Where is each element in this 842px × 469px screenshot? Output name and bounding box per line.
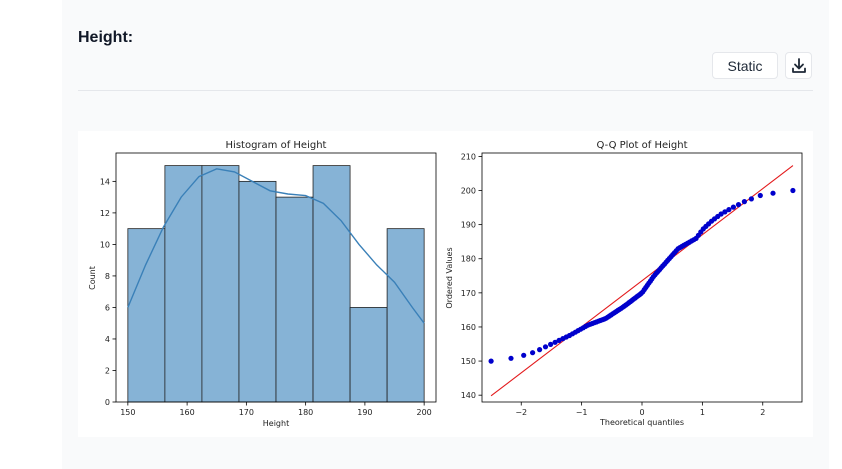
histogram-kde-line xyxy=(127,168,425,324)
download-icon xyxy=(791,57,806,73)
histogram-x-tick-label: 180 xyxy=(298,408,313,417)
qq-point xyxy=(521,352,527,358)
figure: Histogram of Height 150 160 170 180 190 200 0… xyxy=(78,131,813,437)
qq-x-tick-label: 1 xyxy=(700,408,705,417)
plot-panel: Height: Static Histogram of Height 150 16… xyxy=(62,0,829,469)
histogram-y-tick-label: 0 xyxy=(105,398,110,407)
qq-point xyxy=(508,355,514,361)
histogram-bar xyxy=(349,307,388,403)
static-button[interactable]: Static xyxy=(712,52,778,79)
qq-point xyxy=(718,211,724,217)
histogram-bar xyxy=(201,165,240,403)
qq-y-tick-label: 180 xyxy=(461,255,476,264)
qq-point xyxy=(741,199,748,205)
histogram-y-ticks: 0 2 4 6 8 10 12 14 xyxy=(100,177,116,407)
qq-point xyxy=(537,347,543,353)
histogram-y-tick-label: 14 xyxy=(100,177,110,186)
divider xyxy=(78,90,813,91)
qq-x-tick-label: −2 xyxy=(515,408,527,417)
histogram-y-tick-label: 2 xyxy=(105,366,110,375)
qq-ylabel: Ordered Values xyxy=(445,247,454,308)
histogram-y-tick-label: 12 xyxy=(100,209,110,218)
qq-point xyxy=(735,202,742,208)
qq-point xyxy=(730,204,737,210)
qq-xlabel: Theoretical quantiles xyxy=(599,418,684,427)
histogram-bars xyxy=(127,165,425,403)
histogram-bar xyxy=(127,228,166,403)
qq-y-tick-label: 210 xyxy=(461,152,476,161)
qq-point xyxy=(790,187,796,194)
qq-y-tick-label: 170 xyxy=(461,289,476,298)
histogram-frame xyxy=(115,152,437,403)
histogram-bar xyxy=(238,180,277,403)
qq-point xyxy=(726,207,732,213)
histogram-x-tick-label: 150 xyxy=(120,408,135,417)
qq-frame xyxy=(481,152,803,403)
qq-point xyxy=(757,192,763,199)
qq-points xyxy=(488,187,796,364)
qq-point xyxy=(770,190,776,196)
qq-y-tick-label: 150 xyxy=(461,357,476,366)
histogram-x-tick-label: 160 xyxy=(179,408,194,417)
qq-point xyxy=(722,209,728,215)
histogram-ylabel: Count xyxy=(88,266,97,290)
qq-point xyxy=(552,339,558,345)
histogram-y-tick-label: 10 xyxy=(100,240,110,249)
histogram-y-tick-label: 6 xyxy=(105,303,110,312)
qq-y-tick-label: 200 xyxy=(461,187,476,196)
histogram-title: Histogram of Height xyxy=(226,140,327,151)
qq-y-tick-label: 140 xyxy=(461,391,476,400)
histogram-bar xyxy=(312,165,351,403)
section-title: Height: xyxy=(78,29,134,46)
qq-x-tick-label: −1 xyxy=(576,408,588,417)
histogram-xlabel: Height xyxy=(263,419,289,428)
qq-fit-line xyxy=(490,165,794,397)
qq-chart: Q-Q Plot of Height −2 −1 0 1 2 1401501601701… xyxy=(445,140,803,427)
histogram-x-ticks: 150 160 170 180 190 200 xyxy=(120,402,432,417)
qq-point xyxy=(748,196,755,202)
qq-point xyxy=(542,344,549,350)
histogram-x-tick-label: 190 xyxy=(357,408,372,417)
qq-x-ticks: −2 −1 0 1 2 xyxy=(515,402,765,417)
qq-x-tick-label: 2 xyxy=(760,408,765,417)
qq-y-tick-label: 160 xyxy=(461,323,476,332)
qq-y-tick-label: 190 xyxy=(461,221,476,230)
histogram-bar xyxy=(164,165,203,403)
histogram-y-tick-label: 8 xyxy=(105,272,110,281)
histogram-x-tick-label: 200 xyxy=(417,408,432,417)
histogram-chart: Histogram of Height 150 160 170 180 190 200 0… xyxy=(88,140,437,428)
qq-point xyxy=(548,341,554,347)
qq-y-ticks: 140 150 160 170 180 190 200 210 xyxy=(461,152,482,400)
histogram-x-tick-label: 170 xyxy=(239,408,254,417)
qq-x-tick-label: 0 xyxy=(639,408,644,417)
qq-point xyxy=(488,358,494,364)
histogram-y-tick-label: 4 xyxy=(105,335,110,344)
download-button[interactable] xyxy=(785,52,812,79)
qq-point xyxy=(530,350,536,356)
histogram-bar xyxy=(275,196,314,403)
figure-canvas: Histogram of Height 150 160 170 180 190 200 0… xyxy=(88,140,803,428)
qq-title: Q-Q Plot of Height xyxy=(596,140,687,151)
